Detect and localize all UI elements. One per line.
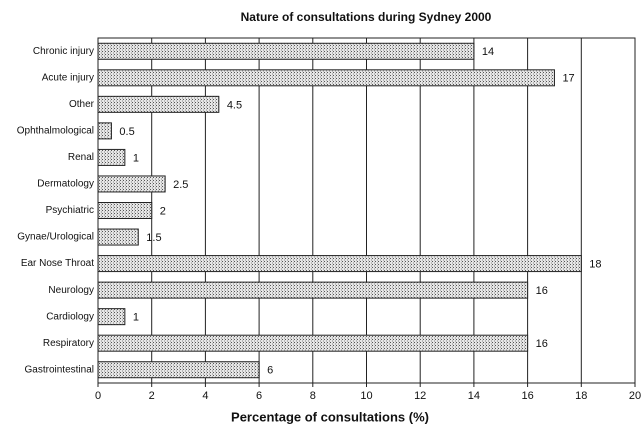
bar: [97, 69, 555, 87]
y-tick-label: Other: [69, 99, 95, 110]
y-tick-label: Gastrointestinal: [25, 364, 94, 375]
x-tick-label: 10: [360, 390, 372, 402]
bar: [97, 95, 220, 113]
bar: [97, 281, 529, 299]
data-label: 16: [536, 338, 548, 350]
bar: [97, 308, 126, 326]
x-tick-label: 12: [414, 390, 426, 402]
y-tick-label: Ophthalmological: [17, 126, 94, 137]
x-tick-label: 4: [202, 390, 208, 402]
y-tick-label: Acute injury: [42, 72, 94, 83]
data-label: 2: [160, 205, 166, 217]
y-tick-label: Cardiology: [46, 311, 94, 322]
bar: [97, 148, 126, 166]
y-tick-label: Respiratory: [43, 338, 94, 349]
data-label: 1: [133, 152, 139, 164]
y-tick-label: Gynae/Urological: [17, 232, 94, 243]
bar: [97, 228, 139, 246]
x-tick-label: 14: [468, 390, 480, 402]
bar: [97, 42, 475, 60]
y-tick-label: Renal: [68, 152, 94, 163]
x-tick-label: 16: [521, 390, 533, 402]
data-label: 14: [482, 46, 494, 58]
x-tick-label: 0: [95, 390, 101, 402]
y-tick-label: Chronic injury: [33, 46, 94, 57]
bar: [97, 122, 112, 140]
bar: [97, 334, 529, 352]
data-label: 1: [133, 312, 139, 324]
x-tick-label: 8: [310, 390, 316, 402]
y-tick-label: Psychiatric: [46, 205, 94, 216]
bar: [97, 202, 153, 219]
x-tick-label: 20: [629, 390, 641, 402]
bar: [97, 361, 260, 379]
x-tick-label: 18: [575, 390, 587, 402]
data-label: 0.5: [119, 126, 134, 138]
bar: [97, 175, 166, 193]
chart-title: Nature of consultations during Sydney 20…: [241, 10, 492, 24]
data-label: 17: [562, 73, 574, 85]
data-label: 1.5: [146, 232, 161, 244]
data-label: 4.5: [227, 99, 242, 111]
data-label: 2.5: [173, 179, 188, 191]
x-tick-label: 6: [256, 390, 262, 402]
x-tick-label: 2: [149, 390, 155, 402]
y-tick-label: Dermatology: [37, 179, 94, 190]
data-label: 16: [536, 285, 548, 297]
bar: [97, 255, 582, 273]
data-label: 6: [267, 365, 273, 377]
x-axis-label: Percentage of consultations (%): [231, 409, 429, 424]
data-label: 18: [589, 258, 601, 270]
y-tick-label: Neurology: [48, 285, 94, 296]
y-tick-label: Ear Nose Throat: [21, 258, 94, 269]
